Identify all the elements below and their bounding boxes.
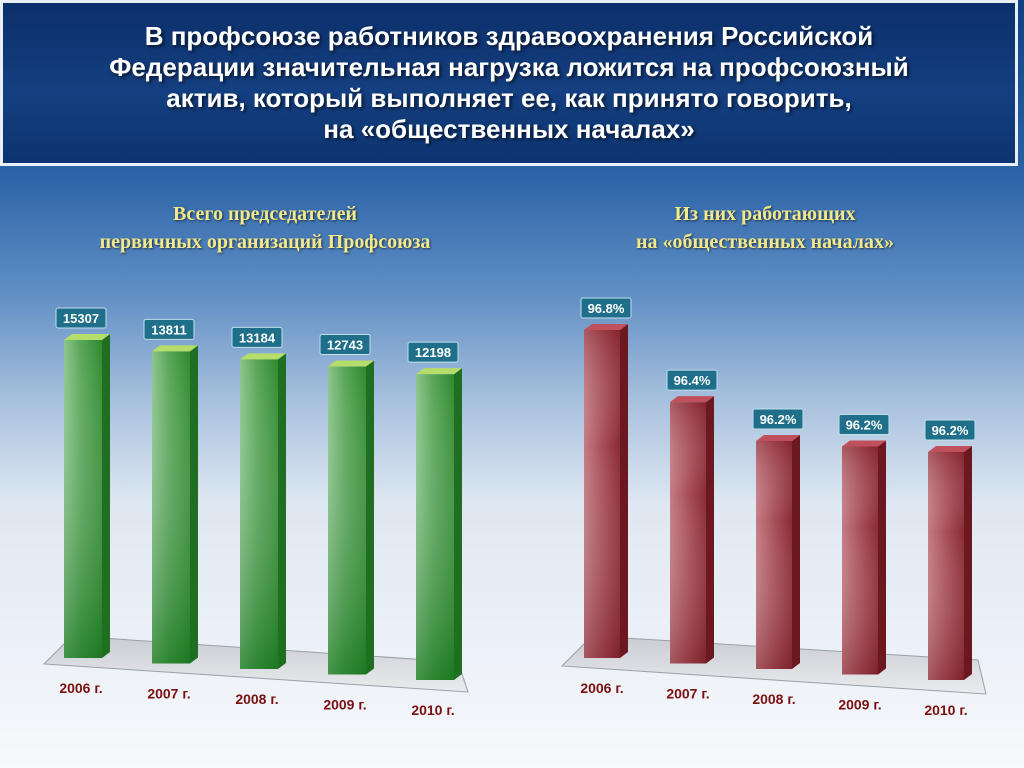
chart-1-value-label-3: 96.2%: [846, 418, 883, 433]
chart-0-bar-3-shade: [328, 366, 366, 675]
chart-0-bar-1-top: [152, 345, 198, 352]
chart-1-category-label-2: 2008 г.: [752, 691, 795, 707]
chart-1-bar-3-top: [842, 440, 886, 447]
chart-0-bar-4-top: [416, 368, 462, 375]
chart-1-bar-1-shade: [670, 402, 706, 664]
chart-0-bar-4-side: [454, 368, 462, 680]
chart-1-category-label-0: 2006 г.: [580, 680, 623, 696]
right-chart-title: Из них работающих на «общественных начал…: [636, 203, 894, 253]
chart-1-value-label-bg-3: [838, 414, 890, 435]
chart-0-value-label-bg-4: [407, 341, 459, 363]
chart-0-value-label-bg-1: [143, 318, 195, 340]
title-banner: В профсоюзе работников здравоохранения Р…: [0, 0, 1018, 166]
chart-1-bar-4-shade: [928, 452, 964, 680]
chart-1-value-label-2: 96.2%: [760, 412, 797, 427]
chart-1-bar-3-shade: [842, 446, 878, 675]
chart-1-value-label-0: 96.8%: [588, 301, 625, 316]
chart-0-bar-3-top: [328, 360, 374, 367]
chart-0-bar-2-top: [240, 353, 286, 360]
chart-1-category-label-1: 2007 г.: [666, 686, 709, 702]
chart-0-value-label-4: 12198: [415, 345, 451, 360]
chart-1-bar-3-side: [878, 440, 886, 675]
chart-0-value-label-bg-2: [231, 326, 283, 348]
chart-0-value-label-bg-3: [319, 334, 371, 356]
chart-0-bar-1-side: [190, 345, 198, 664]
chart-0-bar-0-side: [102, 334, 110, 658]
slide-title: В профсоюзе работников здравоохранения Р…: [109, 21, 909, 144]
chart-0-category-label-3: 2009 г.: [323, 697, 366, 713]
chart-0-bar-3-side: [366, 360, 374, 675]
chart-1-category-label-4: 2010 г.: [924, 702, 967, 718]
chart-0-value-label-3: 12743: [327, 338, 363, 353]
chart-1-bar-0-top: [584, 324, 628, 330]
chart-0-bar-0-top: [64, 334, 110, 340]
chart-0-bar-4-shade: [416, 374, 454, 680]
chart-0-category-label-0: 2006 г.: [59, 680, 102, 696]
chart-1-value-label-bg-1: [666, 369, 718, 391]
chart-0-value-label-bg-0: [55, 307, 107, 329]
chart-0-bar-2-side: [278, 353, 286, 669]
left-chart-title: Всего председателей первичных организаци…: [99, 203, 431, 253]
chart-1-bar-1-top: [670, 396, 714, 403]
chart-1-bar-4-top: [928, 446, 972, 452]
chart-1-value-label-bg-4: [924, 419, 976, 441]
chart-0-category-label-1: 2007 г.: [147, 686, 190, 702]
chart-0-category-label-4: 2010 г.: [411, 702, 454, 718]
chart-1-bar-2-top: [756, 435, 800, 441]
chart-0-bar-0-shade: [64, 340, 102, 658]
chart-1-value-label-1: 96.4%: [674, 373, 711, 388]
chart-1-value-label-bg-0: [580, 297, 632, 319]
chart-0-category-label-2: 2008 г.: [235, 691, 278, 707]
chart-1-bar-2-side: [792, 435, 800, 669]
chart-0-bar-2-shade: [240, 359, 278, 669]
chart-1-bar-0-side: [620, 324, 628, 658]
right-bar-chart: 96.8% 2006 г. 96.4% 2007 г. 96.2% 2008 г. 96.2…: [560, 297, 987, 718]
chart-0-value-label-0: 15307: [63, 311, 99, 326]
left-bar-chart: 15307 2006 г. 13811 2007 г. 13184 2008 г. 1274…: [42, 307, 469, 718]
chart-1-bar-2-shade: [756, 441, 792, 669]
chart-1-category-label-3: 2009 г.: [838, 697, 881, 713]
chart-0-value-label-2: 13184: [239, 330, 276, 345]
chart-1-bar-1-side: [706, 396, 714, 664]
chart-1-value-label-bg-2: [752, 408, 804, 430]
chart-0-bar-1-shade: [152, 351, 190, 664]
chart-1-value-label-4: 96.2%: [932, 423, 969, 438]
chart-1-bar-0-shade: [584, 330, 620, 658]
chart-1-bar-4-side: [964, 446, 972, 680]
chart-0-value-label-1: 13811: [151, 322, 186, 337]
